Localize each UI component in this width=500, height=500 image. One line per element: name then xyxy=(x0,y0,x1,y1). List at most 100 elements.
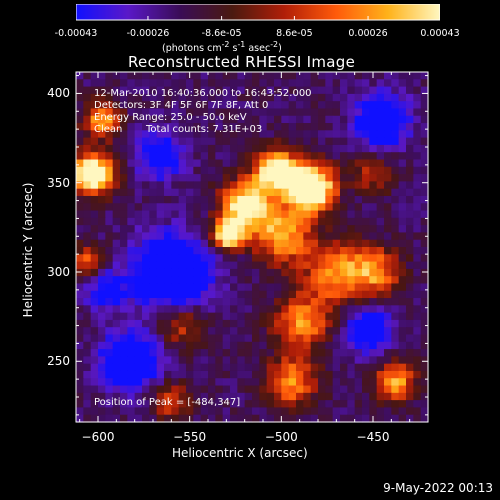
heatmap-cell xyxy=(164,312,172,321)
heatmap-cell xyxy=(369,217,378,226)
heatmap-cell xyxy=(76,400,84,409)
heatmap-cell xyxy=(274,261,282,270)
heatmap-cell xyxy=(296,407,304,416)
heatmap-cell xyxy=(208,378,216,387)
heatmap-cell xyxy=(281,349,290,357)
heatmap-cell xyxy=(186,144,194,153)
heatmap-cell xyxy=(318,93,326,102)
heatmap-cell xyxy=(156,349,165,357)
clean-annotation: Clean xyxy=(94,124,123,135)
heatmap-cell xyxy=(406,312,414,321)
heatmap-cell xyxy=(112,327,121,336)
heatmap-cell xyxy=(325,414,334,423)
heatmap-cell xyxy=(252,247,260,255)
heatmap-cell xyxy=(90,144,99,153)
heatmap-cell xyxy=(193,225,202,234)
heatmap-cell xyxy=(281,130,290,139)
heatmap-cell xyxy=(112,247,121,255)
heatmap-cell xyxy=(266,181,275,190)
heatmap-cell xyxy=(127,239,136,248)
heatmap-cell xyxy=(325,341,334,350)
heatmap-cell xyxy=(120,276,128,285)
colorbar-tick-label: -0.00026 xyxy=(126,28,170,39)
heatmap-cell xyxy=(391,392,400,401)
heatmap-cell xyxy=(127,93,136,102)
heatmap-cell xyxy=(288,334,297,343)
heatmap-cell xyxy=(310,378,319,387)
heatmap-cell xyxy=(406,283,414,292)
heatmap-cell xyxy=(142,283,150,292)
heatmap-cell xyxy=(391,174,400,182)
heatmap-cell xyxy=(318,290,326,299)
heatmap-cell xyxy=(90,341,99,350)
heatmap-cell xyxy=(310,268,319,277)
heatmap-cell xyxy=(340,72,348,80)
heatmap-cell xyxy=(376,254,385,263)
heatmap-cell xyxy=(354,159,363,168)
heatmap-cell xyxy=(142,86,150,95)
heatmap-cell xyxy=(281,115,290,124)
heatmap-cell xyxy=(171,195,180,204)
heatmap-cell xyxy=(303,392,312,401)
heatmap-cell xyxy=(391,349,400,357)
heatmap-cell xyxy=(281,225,290,234)
heatmap-cell xyxy=(83,188,92,197)
heatmap-cell xyxy=(120,319,128,328)
heatmap-cell xyxy=(332,210,341,219)
heatmap-cell xyxy=(252,407,260,416)
heatmap-cell xyxy=(105,159,114,168)
y-tick-label: 250 xyxy=(47,354,70,369)
heatmap-cell xyxy=(127,407,136,416)
heatmap-cell xyxy=(391,144,400,153)
heatmap-cell xyxy=(420,210,429,219)
heatmap-cell xyxy=(354,407,363,416)
heatmap-cell xyxy=(332,123,341,131)
heatmap-cell xyxy=(76,195,84,204)
heatmap-cell xyxy=(362,130,370,139)
heatmap-cell xyxy=(171,144,180,153)
heatmap-cell xyxy=(142,159,150,168)
heatmap-cell xyxy=(398,319,407,328)
heatmap-cell xyxy=(362,356,370,365)
heatmap-cell xyxy=(215,137,224,146)
heatmap-cell xyxy=(266,195,275,204)
heatmap-cell xyxy=(186,254,194,263)
heatmap-cell xyxy=(413,341,422,350)
heatmap-cell xyxy=(259,137,268,146)
heatmap-cell xyxy=(398,290,407,299)
heatmap-cell xyxy=(186,101,194,110)
heatmap-cell xyxy=(376,188,385,197)
heatmap-cell xyxy=(318,130,326,139)
heatmap-cell xyxy=(127,268,136,277)
heatmap-cell xyxy=(384,79,392,88)
heatmap-cell xyxy=(208,115,216,124)
heatmap-cell xyxy=(149,195,158,204)
heatmap-cell xyxy=(142,276,150,285)
heatmap-cell xyxy=(398,181,407,190)
heatmap-cell xyxy=(98,123,106,131)
footer-date: 9-May-2022 00:13 xyxy=(383,481,493,495)
heatmap-cell xyxy=(376,378,385,387)
heatmap-cell xyxy=(83,247,92,255)
heatmap-cell xyxy=(384,174,392,182)
heatmap-cell xyxy=(83,378,92,387)
heatmap-cell xyxy=(105,188,114,197)
heatmap-cell xyxy=(90,174,99,182)
heatmap-cell xyxy=(112,385,121,394)
heatmap-cell xyxy=(354,72,363,80)
heatmap-cell xyxy=(318,400,326,409)
energy-range-annotation: Energy Range: 25.0 - 50.0 keV xyxy=(94,112,247,123)
heatmap-cell xyxy=(83,363,92,372)
heatmap-cell xyxy=(303,93,312,102)
heatmap-cell xyxy=(127,356,136,365)
heatmap-cell xyxy=(340,79,348,88)
heatmap-cell xyxy=(288,276,297,285)
heatmap-cell xyxy=(112,356,121,365)
heatmap-cell xyxy=(376,72,385,80)
heatmap-cell xyxy=(222,290,231,299)
heatmap-cell xyxy=(296,86,304,95)
heatmap-cell xyxy=(149,356,158,365)
heatmap-cell xyxy=(112,363,121,372)
heatmap-cell xyxy=(274,334,282,343)
heatmap-cell xyxy=(347,130,356,139)
